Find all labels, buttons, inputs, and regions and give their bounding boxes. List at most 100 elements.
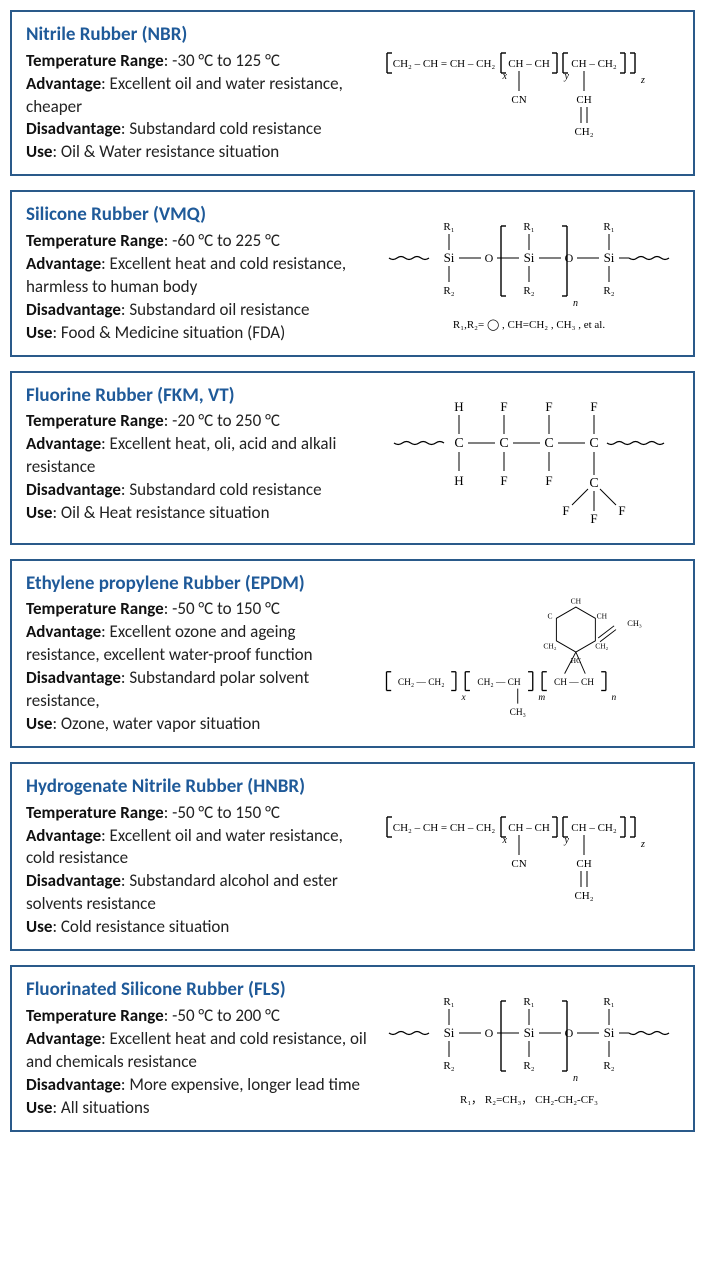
use-line: Use: Oil & Heat resistance situation xyxy=(26,502,369,525)
structure-diagram: SiR₁R₂OSiR₁R₂OSiR₁R₂nR₁， R₂=CH₃， CH₂-CH₂… xyxy=(379,977,679,1119)
svg-text:CH: CH xyxy=(597,612,608,621)
card-text-block: Fluorine Rubber (FKM, VT)Temperature Ran… xyxy=(26,383,369,533)
advantage-line: Advantage: Excellent oil and water resis… xyxy=(26,73,369,119)
use-line: Use: All situations xyxy=(26,1097,369,1120)
svg-text:m: m xyxy=(538,693,545,703)
svg-text:R₁: R₁ xyxy=(523,221,534,233)
svg-text:Si: Si xyxy=(604,250,615,265)
svg-text:O: O xyxy=(565,251,574,265)
svg-text:R₁: R₁ xyxy=(603,221,614,233)
disadvantage-line: Disadvantage: Substandard oil resistance xyxy=(26,299,369,322)
svg-text:R₂: R₂ xyxy=(443,1060,454,1072)
svg-text:F: F xyxy=(562,503,569,518)
svg-text:F: F xyxy=(500,473,507,488)
svg-text:y: y xyxy=(564,71,570,82)
svg-text:C: C xyxy=(499,436,508,451)
card-text-block: Hydrogenate Nitrile Rubber (HNBR)Tempera… xyxy=(26,774,369,939)
rubber-card: Fluorine Rubber (FKM, VT)Temperature Ran… xyxy=(10,371,695,545)
svg-text:F: F xyxy=(500,399,507,414)
rubber-card: Silicone Rubber (VMQ)Temperature Range: … xyxy=(10,190,695,356)
temperature-line: Temperature Range: -20 °C to 250 °C xyxy=(26,410,369,433)
card-title: Nitrile Rubber (NBR) xyxy=(26,22,369,48)
svg-text:O: O xyxy=(565,1026,574,1040)
temperature-line: Temperature Range: -30 °C to 125 °C xyxy=(26,50,369,73)
svg-text:CH₂ – CH = CH – CH₂: CH₂ – CH = CH – CH₂ xyxy=(393,58,496,70)
use-line: Use: Cold resistance situation xyxy=(26,916,369,939)
svg-text:CH₃: CH₃ xyxy=(510,708,526,718)
card-text-block: Ethylene propylene Rubber (EPDM)Temperat… xyxy=(26,571,369,736)
svg-text:R₁: R₁ xyxy=(443,996,454,1008)
svg-text:C: C xyxy=(454,436,463,451)
svg-text:Si: Si xyxy=(444,250,455,265)
card-text-block: Fluorinated Silicone Rubber (FLS)Tempera… xyxy=(26,977,369,1119)
svg-text:R₂: R₂ xyxy=(443,285,454,297)
structure-diagram: CH₂ – CH = CH – CH₂CH – CHxCNCH – CH₂yzC… xyxy=(379,774,679,939)
structure-diagram: CH₂ – CH = CH – CH₂CH – CHxCNCH – CH₂yzC… xyxy=(379,22,679,164)
svg-text:n: n xyxy=(612,693,617,703)
svg-text:CH₂: CH₂ xyxy=(574,126,593,138)
svg-text:CH – CH₂: CH – CH₂ xyxy=(571,822,617,834)
svg-text:R₁: R₁ xyxy=(523,996,534,1008)
svg-text:Si: Si xyxy=(524,1025,535,1040)
svg-text:CH₂: CH₂ xyxy=(543,642,556,651)
use-line: Use: Oil & Water resistance situation xyxy=(26,141,369,164)
svg-text:C: C xyxy=(547,612,552,621)
svg-text:R₁: R₁ xyxy=(443,221,454,233)
card-title: Hydrogenate Nitrile Rubber (HNBR) xyxy=(26,774,369,800)
svg-text:CH₂ — CH₂: CH₂ — CH₂ xyxy=(398,678,445,688)
svg-text:CH: CH xyxy=(576,94,591,106)
svg-text:R₁， R₂=CH₃， CH₂-CH₂-CF₃: R₁， R₂=CH₃， CH₂-CH₂-CF₃ xyxy=(460,1094,598,1106)
rubber-card: Nitrile Rubber (NBR)Temperature Range: -… xyxy=(10,10,695,176)
advantage-line: Advantage: Excellent oil and water resis… xyxy=(26,825,369,871)
svg-text:x: x xyxy=(502,71,508,82)
svg-text:R₂: R₂ xyxy=(523,285,534,297)
svg-text:CH: CH xyxy=(571,597,582,606)
rubber-card: Hydrogenate Nitrile Rubber (HNBR)Tempera… xyxy=(10,762,695,951)
card-title: Fluorine Rubber (FKM, VT) xyxy=(26,383,369,409)
temperature-line: Temperature Range: -60 °C to 225 °C xyxy=(26,230,369,253)
card-title: Silicone Rubber (VMQ) xyxy=(26,202,369,228)
disadvantage-line: Disadvantage: Substandard cold resistanc… xyxy=(26,479,369,502)
svg-text:z: z xyxy=(640,75,645,86)
svg-text:n: n xyxy=(573,1073,578,1084)
svg-text:CH₂ — CH: CH₂ — CH xyxy=(477,678,521,688)
svg-text:O: O xyxy=(485,251,494,265)
rubber-card: Fluorinated Silicone Rubber (FLS)Tempera… xyxy=(10,965,695,1131)
svg-text:CN: CN xyxy=(511,94,526,106)
svg-text:CH₂ – CH = CH – CH₂: CH₂ – CH = CH – CH₂ xyxy=(393,822,496,834)
svg-text:R₂: R₂ xyxy=(603,285,614,297)
temperature-line: Temperature Range: -50 °C to 200 °C xyxy=(26,1005,369,1028)
svg-text:CH – CH: CH – CH xyxy=(508,58,550,70)
svg-text:C: C xyxy=(589,436,598,451)
svg-text:x: x xyxy=(502,835,508,846)
svg-text:R₁,R₂= ◯ , CH=CH₂ , CH₃ , et a: R₁,R₂= ◯ , CH=CH₂ , CH₃ , et al. xyxy=(453,319,605,331)
structure-diagram: CHHCFFCFFCFCFFF xyxy=(379,383,679,533)
structure-diagram: CH₂ — CH₂xCH₂ — CHmCH₃CH — CHnCH₂HCCH₂CC… xyxy=(379,571,679,736)
svg-text:CH — CH: CH — CH xyxy=(554,678,594,688)
svg-text:F: F xyxy=(545,473,552,488)
svg-text:F: F xyxy=(545,399,552,414)
svg-text:CH₃: CH₃ xyxy=(627,618,642,628)
disadvantage-line: Disadvantage: More expensive, longer lea… xyxy=(26,1074,369,1097)
svg-text:Si: Si xyxy=(524,250,535,265)
temperature-line: Temperature Range: -50 °C to 150 °C xyxy=(26,802,369,825)
svg-text:n: n xyxy=(573,298,578,309)
svg-text:C: C xyxy=(544,436,553,451)
svg-text:R₂: R₂ xyxy=(523,1060,534,1072)
svg-text:z: z xyxy=(640,839,645,850)
card-title: Ethylene propylene Rubber (EPDM) xyxy=(26,571,369,597)
use-line: Use: Food & Medicine situation (FDA) xyxy=(26,322,369,345)
temperature-line: Temperature Range: -50 °C to 150 °C xyxy=(26,598,369,621)
svg-text:H: H xyxy=(454,399,463,414)
disadvantage-line: Disadvantage: Substandard cold resistanc… xyxy=(26,118,369,141)
use-line: Use: Ozone, water vapor situation xyxy=(26,713,369,736)
cards-container: Nitrile Rubber (NBR)Temperature Range: -… xyxy=(10,10,695,1132)
advantage-line: Advantage: Excellent heat, oli, acid and… xyxy=(26,433,369,479)
advantage-line: Advantage: Excellent heat and cold resis… xyxy=(26,1028,369,1074)
svg-text:CH₂: CH₂ xyxy=(574,890,593,902)
svg-text:Si: Si xyxy=(604,1025,615,1040)
card-text-block: Nitrile Rubber (NBR)Temperature Range: -… xyxy=(26,22,369,164)
svg-text:Si: Si xyxy=(444,1025,455,1040)
svg-text:y: y xyxy=(564,835,570,846)
disadvantage-line: Disadvantage: Substandard alcohol and es… xyxy=(26,870,369,916)
